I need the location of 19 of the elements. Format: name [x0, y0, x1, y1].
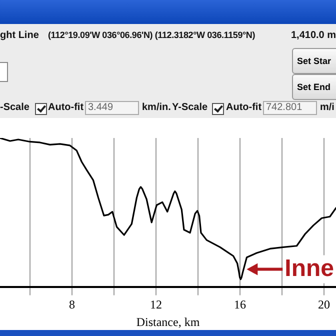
- x-tick-label: 16: [234, 298, 246, 312]
- x-axis-title: Distance, km: [136, 314, 200, 329]
- text: 742.801: [266, 102, 302, 113]
- x-tick-label: 20: [318, 298, 330, 312]
- annotation: Inne: [284, 254, 334, 282]
- text: m/i: [320, 102, 334, 113]
- text: Y-Scale: [172, 102, 208, 113]
- text: Auto-fit: [48, 102, 84, 113]
- text: Set Star: [297, 56, 332, 66]
- text: km/in.: [142, 102, 171, 113]
- text: 3.449: [88, 102, 114, 113]
- x-tick-label: 8: [69, 298, 76, 312]
- text: Auto-fit: [226, 102, 262, 113]
- text: 1,410.0 m: [291, 30, 336, 41]
- text: (112°19.09'W 036°06.96'N) (112.3182°W 036.1159°N): [48, 30, 256, 40]
- text: ght Line: [0, 30, 39, 41]
- text: -Scale: [0, 102, 30, 113]
- x-tick-label: 12: [150, 298, 162, 312]
- text: Set End: [297, 82, 331, 92]
